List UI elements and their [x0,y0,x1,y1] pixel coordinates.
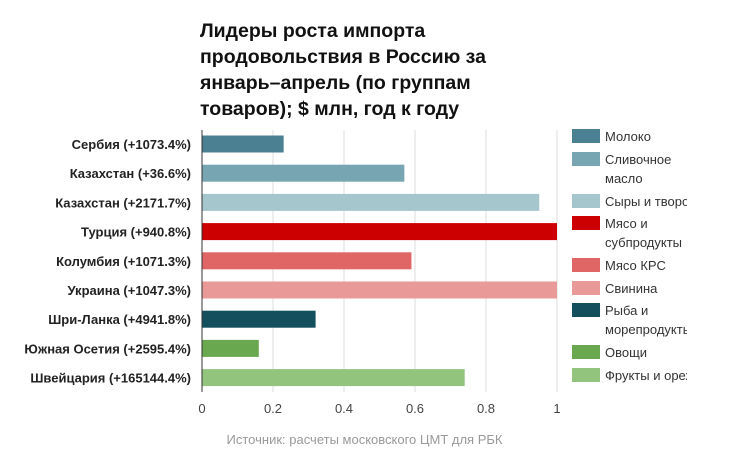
legend-swatch [572,303,600,317]
category-label: Сербия (+1073.4%) [72,137,191,152]
legend-swatch [572,345,600,359]
legend-swatch [572,194,600,208]
bar-8 [202,339,259,357]
category-label: Колумбия (+1071.3%) [56,254,191,269]
bar-9 [202,369,465,387]
legend-swatch [572,258,600,272]
x-tick-label: 0.8 [477,401,495,416]
bar-2 [202,164,405,182]
legend-label: Овощи [605,345,648,360]
legend-label: Сыры и творог [605,194,687,209]
category-label: Турция (+940.8%) [81,225,191,240]
legend-label: Свинина [605,281,658,296]
category-label: Казахстан (+2171.7%) [55,195,191,210]
bar-7 [202,310,316,328]
title-line: продовольствия в Россию за [200,46,486,68]
legend-swatch [572,368,600,382]
legend-label: Молоко [605,129,651,144]
legend-label: Мясо КРС [605,258,666,273]
bar-6 [202,281,557,299]
source-note: Источник: расчеты московского ЦМТ для РБ… [226,432,503,447]
title-line: товаров); $ млн, год к году [200,98,460,120]
bar-4 [202,223,557,241]
category-label: Швейцария (+165144.4%) [30,371,191,386]
legend-item[interactable]: Сыры и творог [572,194,687,238]
x-tick-label: 1 [553,401,560,416]
title-line: январь–апрель (по группам [200,72,471,94]
legend-label: Фрукты и орехи [605,368,687,383]
chart-title: Лидеры роста импорта продовольствия в Ро… [200,18,530,122]
category-label: Южная Осетия (+2595.4%) [24,341,191,356]
legend-label: Рыба и морепродукты [605,303,687,337]
x-tick-label: 0.4 [335,401,353,416]
legend-swatch [572,216,600,230]
legend-item[interactable]: Овощи [572,345,687,389]
legend-item[interactable]: Мясо КРС [572,258,687,302]
legend-item[interactable]: Свинина [572,281,687,325]
bar-3 [202,193,540,211]
bar-5 [202,252,412,270]
legend-item[interactable]: Рыба и морепродукты [572,303,687,347]
category-label: Украина (+1047.3%) [67,283,191,298]
x-tick-label: 0 [198,401,205,416]
legend-swatch [572,281,600,295]
legend-swatch [572,152,600,166]
legend-item[interactable]: Сливочное масло [572,152,687,196]
x-tick-label: 0.2 [264,401,282,416]
legend-item[interactable]: Фрукты и орехи [572,368,687,412]
title-line: Лидеры роста импорта [200,20,426,42]
category-label: Шри-Ланка (+4941.8%) [48,312,191,327]
bar-1 [202,135,284,153]
legend-label: Сливочное масло [605,152,672,186]
legend-item[interactable]: Молоко [572,129,687,173]
legend-swatch [572,129,600,143]
legend-item[interactable]: Мясо и субпродукты [572,216,687,260]
x-tick-label: 0.6 [406,401,424,416]
category-label: Казахстан (+36.6%) [70,166,191,181]
legend-label: Мясо и субпродукты [605,216,683,250]
